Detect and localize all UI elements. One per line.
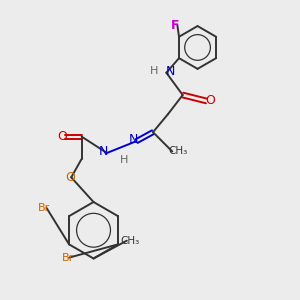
Text: N: N	[99, 145, 109, 158]
Text: O: O	[57, 130, 67, 143]
Text: Br: Br	[38, 203, 50, 213]
Text: N: N	[166, 65, 175, 78]
Text: F: F	[171, 19, 179, 32]
Text: CH₃: CH₃	[121, 236, 140, 246]
Text: CH₃: CH₃	[168, 146, 187, 157]
Text: O: O	[205, 94, 215, 107]
Text: H: H	[120, 154, 128, 164]
Text: O: O	[65, 171, 75, 184]
Text: N: N	[129, 133, 138, 146]
Text: Br: Br	[61, 253, 74, 262]
Text: H: H	[150, 66, 159, 76]
